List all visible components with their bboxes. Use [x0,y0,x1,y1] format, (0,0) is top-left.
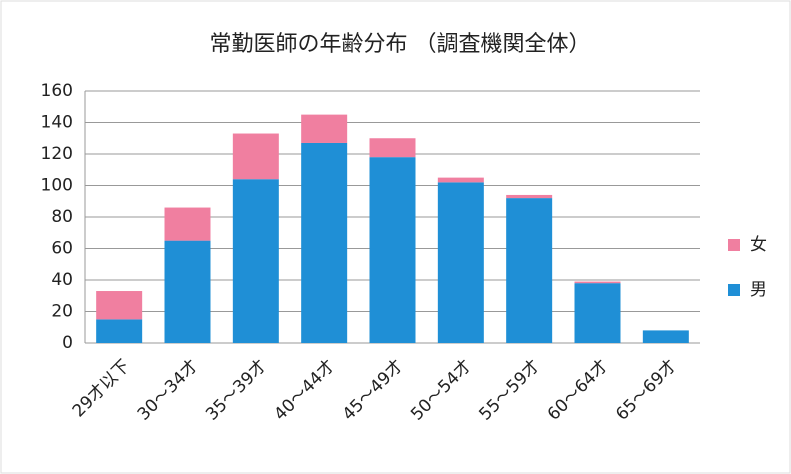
bar-segment [164,240,211,343]
bar-segment [642,330,689,343]
y-tick-label: 40 [51,270,73,290]
y-tick-label: 80 [51,207,73,227]
bar-segment [437,182,484,343]
legend-label: 男 [750,280,767,300]
y-tick-label: 120 [41,144,73,164]
bar-segment [232,179,279,343]
bar-segment [164,207,211,241]
chart-title: 常勤医師の年齢分布 （調査機関全体） [210,32,591,57]
bar-segment [506,194,553,199]
y-tick-label: 140 [41,113,73,133]
y-tick-label: 20 [51,302,73,322]
bar-segment [301,114,348,143]
bar-segment [506,198,553,343]
bar-segment [574,283,621,343]
y-tick-label: 160 [41,81,73,101]
bar-segment [574,281,621,284]
legend-label: 女 [750,235,767,255]
bar-segment [96,291,143,320]
y-tick-label: 100 [41,176,73,196]
y-tick-label: 0 [62,333,73,353]
bar-segment [232,133,279,180]
bar-segment [437,177,484,183]
bar-segment [96,319,143,343]
bar-segment [369,157,416,343]
legend-swatch [728,239,740,251]
y-tick-label: 60 [51,239,73,259]
bar-segment [369,138,416,158]
legend-swatch [728,284,740,296]
bar-segment [301,142,348,343]
